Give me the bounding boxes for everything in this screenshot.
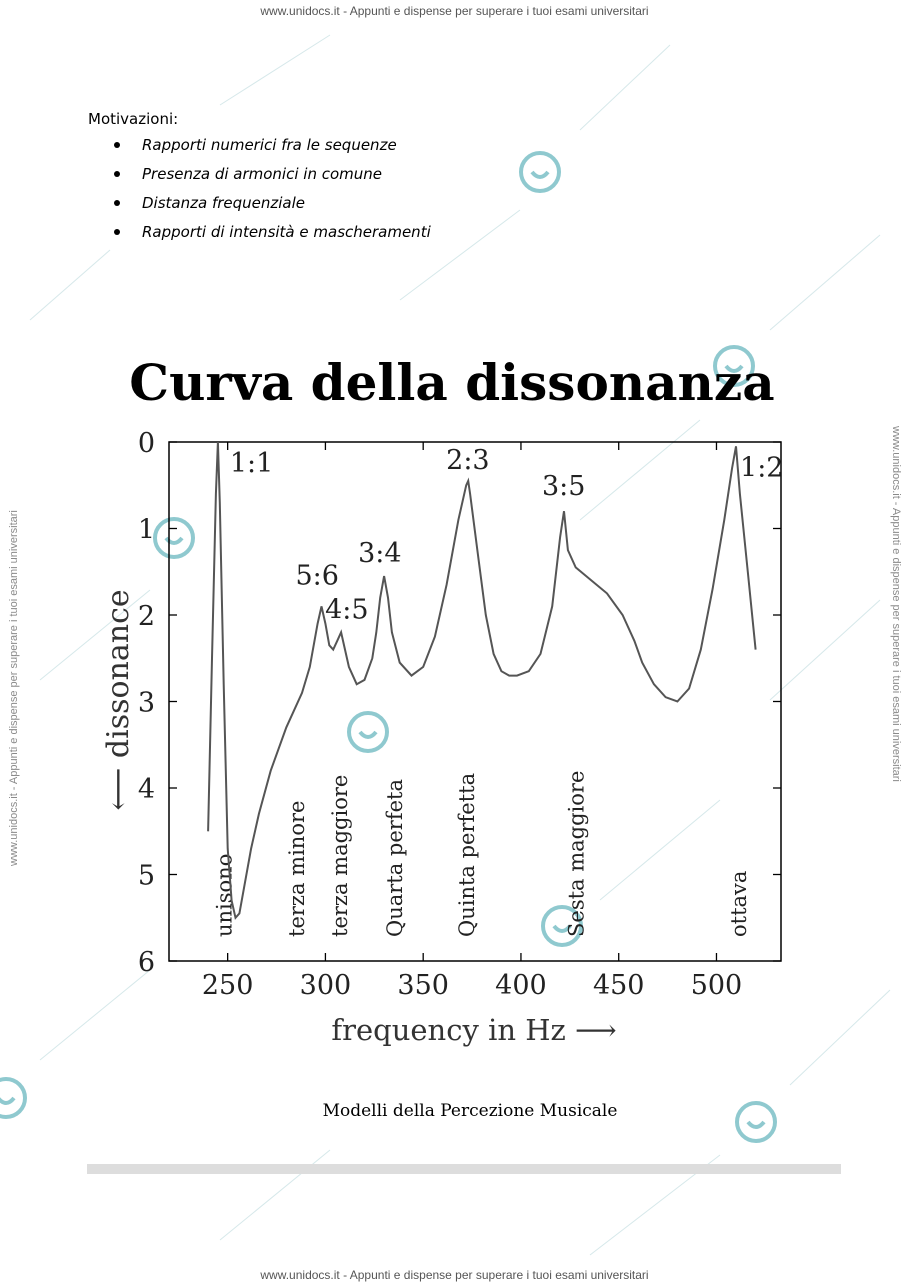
y-tick-label: 5 bbox=[138, 861, 155, 892]
interval-labels: unisono terza minore terza maggiore Quarta … bbox=[213, 771, 751, 937]
x-axis-label: frequency in Hz ⟶ bbox=[331, 1013, 616, 1047]
ratio-labels: 1:1 5:64:5 3:4 2:3 3:5 1:2 bbox=[230, 445, 784, 625]
interval-label: terza maggiore bbox=[328, 775, 352, 937]
y-tick-label: 0 bbox=[138, 428, 155, 459]
x-tick-label: 500 bbox=[691, 970, 743, 1001]
bullet-icon bbox=[114, 142, 120, 148]
ratio-label: 2:3 bbox=[446, 445, 489, 476]
ratio-label: 1:2 bbox=[740, 452, 783, 483]
watermark-header: www.unidocs.it - Appunti e dispense per … bbox=[260, 4, 649, 18]
motivazioni-list: Rapporti numerici fra le sequenze Presen… bbox=[88, 134, 431, 250]
interval-label: Quarta perfeta bbox=[383, 779, 407, 937]
ratio-label: 5:6 bbox=[296, 560, 339, 591]
figure-caption: Modelli della Percezione Musicale bbox=[322, 1101, 618, 1121]
divider bbox=[87, 1164, 841, 1174]
y-tick-label: 1 bbox=[138, 515, 155, 546]
y-tick-label: 6 bbox=[138, 947, 155, 978]
dissonance-curve bbox=[207, 441, 757, 920]
dissonance-chart: Curva della dissonanza 250 300 350 400 450 50… bbox=[101, 353, 784, 1047]
chart-title: Curva della dissonanza bbox=[129, 353, 774, 412]
motivazioni-title: Motivazioni: bbox=[88, 110, 179, 128]
y-tick-label: 2 bbox=[138, 601, 155, 632]
interval-label: unisono bbox=[213, 854, 237, 937]
list-item: Rapporti di intensità e mascheramenti bbox=[114, 221, 431, 250]
axis-ticks: 250 300 350 400 450 500 0 1 2 3 4 5 6 bbox=[138, 428, 781, 1001]
ratio-label: 4:5 bbox=[325, 594, 368, 625]
interval-label: ottava bbox=[727, 871, 751, 937]
interval-label: terza minore bbox=[285, 801, 309, 937]
y-axis-label: ⟵ dissonance bbox=[101, 589, 136, 810]
x-tick-label: 300 bbox=[300, 970, 352, 1001]
ratio-label: 3:4 bbox=[358, 538, 401, 569]
y-tick-label: 3 bbox=[138, 688, 155, 719]
interval-label: Quinta perfetta bbox=[455, 773, 479, 937]
interval-label: Sesta maggiore bbox=[565, 771, 589, 937]
x-tick-label: 400 bbox=[495, 970, 547, 1001]
x-tick-label: 450 bbox=[593, 970, 645, 1001]
x-tick-label: 250 bbox=[202, 970, 254, 1001]
ratio-label: 1:1 bbox=[230, 448, 273, 479]
bullet-icon bbox=[114, 171, 120, 177]
unidocs-smile-icon bbox=[519, 151, 561, 193]
list-item: Presenza di armonici in comune bbox=[114, 163, 431, 192]
list-item: Rapporti numerici fra le sequenze bbox=[114, 134, 431, 163]
ratio-label: 3:5 bbox=[542, 471, 585, 502]
bullet-icon bbox=[114, 229, 120, 235]
bullet-icon bbox=[114, 200, 120, 206]
list-item: Distanza frequenziale bbox=[114, 192, 431, 221]
y-tick-label: 4 bbox=[138, 774, 155, 805]
x-tick-label: 350 bbox=[397, 970, 449, 1001]
motivazioni-section: Motivazioni: Rapporti numerici fra le se… bbox=[88, 110, 431, 250]
watermark-footer: www.unidocs.it - Appunti e dispense per … bbox=[260, 1268, 649, 1282]
